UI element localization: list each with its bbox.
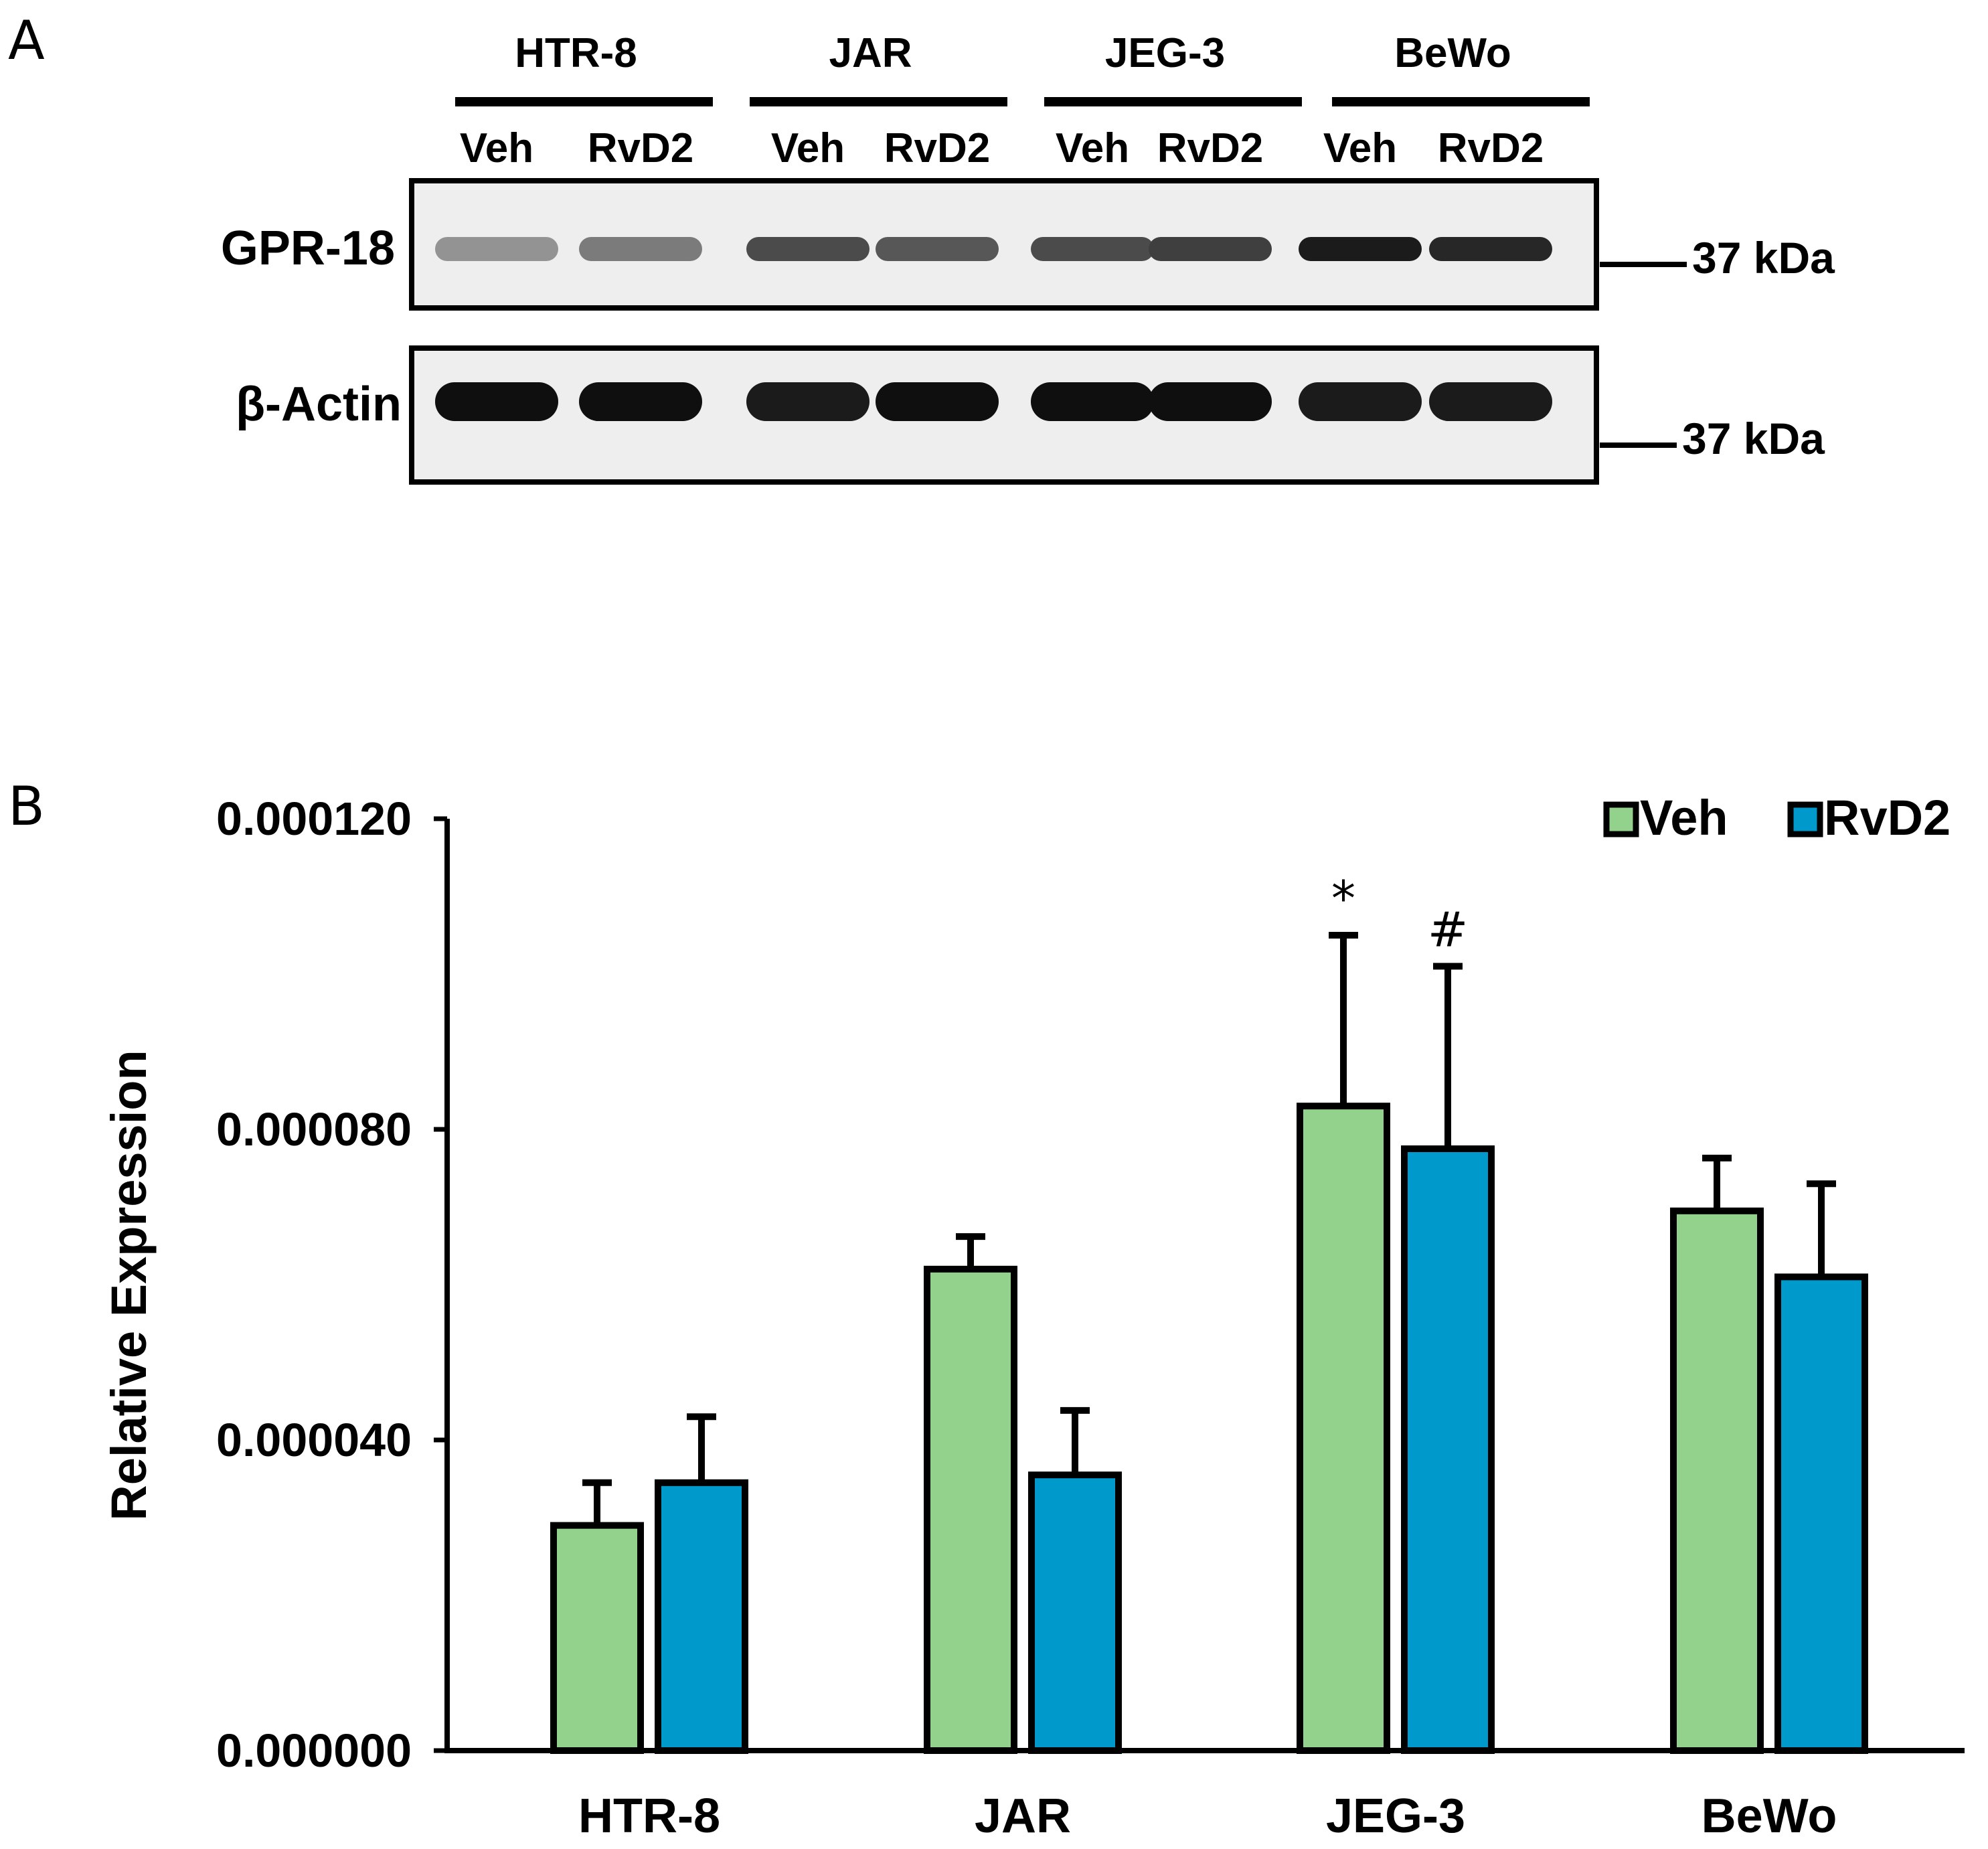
cell-line-header: HTR-8 JAR JEG-3 BeWo [455, 30, 1590, 106]
marker-label-actin: 37 kDa [1682, 414, 1825, 463]
x-tick-label-bewo: BeWo [1702, 1789, 1837, 1843]
band-gpr-18-lane-1 [435, 237, 558, 261]
band-gpr-18-lane-4 [876, 237, 999, 261]
bar-rvd2-jar [1028, 1471, 1122, 1754]
protein-label-gpr-18: GPR-18 [221, 222, 395, 275]
y-axis-label: Relative Expression [101, 1050, 157, 1520]
bar-veh-jar [924, 1265, 1017, 1755]
band-gpr-18-lane-7 [1299, 237, 1422, 261]
lane-label-veh: Veh [771, 125, 845, 171]
band-actin-lane-2 [579, 382, 702, 421]
protein-label-actin: β-Actin [236, 378, 402, 431]
lane-label-rvd2: RvD2 [884, 125, 991, 171]
bar-veh-htr-8 [550, 1522, 644, 1755]
y-tick-label: 0.000120 [216, 793, 412, 845]
lane-label-veh: Veh [460, 125, 533, 171]
blot-actin: β-Actin 37 kDa [236, 345, 1825, 485]
bar-rvd2-jeg-3 [1401, 1145, 1495, 1754]
x-tick-label-htr-8: HTR-8 [578, 1789, 720, 1843]
y-tick-label: 0.000040 [216, 1414, 412, 1466]
bar-veh-bewo [1670, 1207, 1764, 1755]
lane-label-rvd2: RvD2 [588, 125, 694, 171]
blot-gpr-18: GPR-18 37 kDa [221, 178, 1835, 311]
bar-rvd2-bewo [1774, 1273, 1868, 1754]
panel-a-letter: A [8, 9, 45, 72]
blot-images: GPR-18 37 kDa β-Actin 37 kDa [221, 178, 1835, 485]
bars: *# [550, 870, 1868, 1755]
y-axis: 0.000000 0.000040 0.000080 0.000120 [216, 793, 450, 1777]
band-gpr-18-lane-5 [1031, 237, 1154, 261]
panel-b-letter: B [8, 775, 45, 837]
lane-labels: Veh RvD2 Veh RvD2 Veh RvD2 Veh RvD2 [460, 125, 1544, 171]
band-actin-lane-6 [1149, 382, 1272, 421]
band-actin-lane-3 [746, 382, 869, 421]
band-actin-lane-8 [1429, 382, 1552, 421]
band-actin-lane-5 [1031, 382, 1154, 421]
x-tick-label-jeg-3: JEG-3 [1326, 1789, 1465, 1843]
legend-label-rvd2: RvD2 [1824, 790, 1951, 846]
bar-veh-jeg-3 [1297, 1103, 1390, 1754]
blot-frame [409, 345, 1599, 485]
band-actin-lane-1 [435, 382, 558, 421]
significance-marker-rvd2-jeg-3: # [1428, 901, 1468, 957]
blot-frame [409, 178, 1599, 311]
legend-swatch-veh [1603, 801, 1639, 837]
band-gpr-18-lane-3 [746, 237, 869, 261]
cell-line-label-jeg-3: JEG-3 [1105, 30, 1225, 76]
band-actin-lane-4 [876, 382, 999, 421]
band-actin-lane-7 [1299, 382, 1422, 421]
significance-marker-veh-jeg-3: * [1331, 870, 1355, 927]
y-tick-label: 0.000000 [216, 1724, 412, 1777]
x-tick-label-jar: JAR [975, 1789, 1071, 1843]
y-tick-label: 0.000080 [216, 1103, 412, 1155]
cell-line-label-jar: JAR [829, 30, 912, 76]
lane-label-rvd2: RvD2 [1438, 125, 1544, 171]
lane-label-rvd2: RvD2 [1157, 125, 1264, 171]
band-gpr-18-lane-2 [579, 237, 702, 261]
legend: Veh RvD2 [1603, 790, 1951, 846]
panel-a-western-blot: A HTR-8 JAR JEG-3 BeWo Veh RvD2 Veh RvD2 Veh RvD… [8, 9, 1835, 485]
bar-rvd2-htr-8 [655, 1479, 748, 1755]
legend-label-veh: Veh [1640, 790, 1728, 846]
cell-line-label-bewo: BeWo [1394, 30, 1511, 76]
cell-line-label-htr-8: HTR-8 [515, 30, 637, 76]
x-axis: HTR-8 JAR JEG-3 BeWo [444, 1748, 1965, 1843]
lane-label-veh: Veh [1323, 125, 1397, 171]
lane-label-veh: Veh [1056, 125, 1129, 171]
legend-swatch-rvd2 [1787, 801, 1823, 837]
marker-label-gpr-18: 37 kDa [1692, 233, 1835, 283]
band-gpr-18-lane-8 [1429, 237, 1552, 261]
band-gpr-18-lane-6 [1149, 237, 1272, 261]
